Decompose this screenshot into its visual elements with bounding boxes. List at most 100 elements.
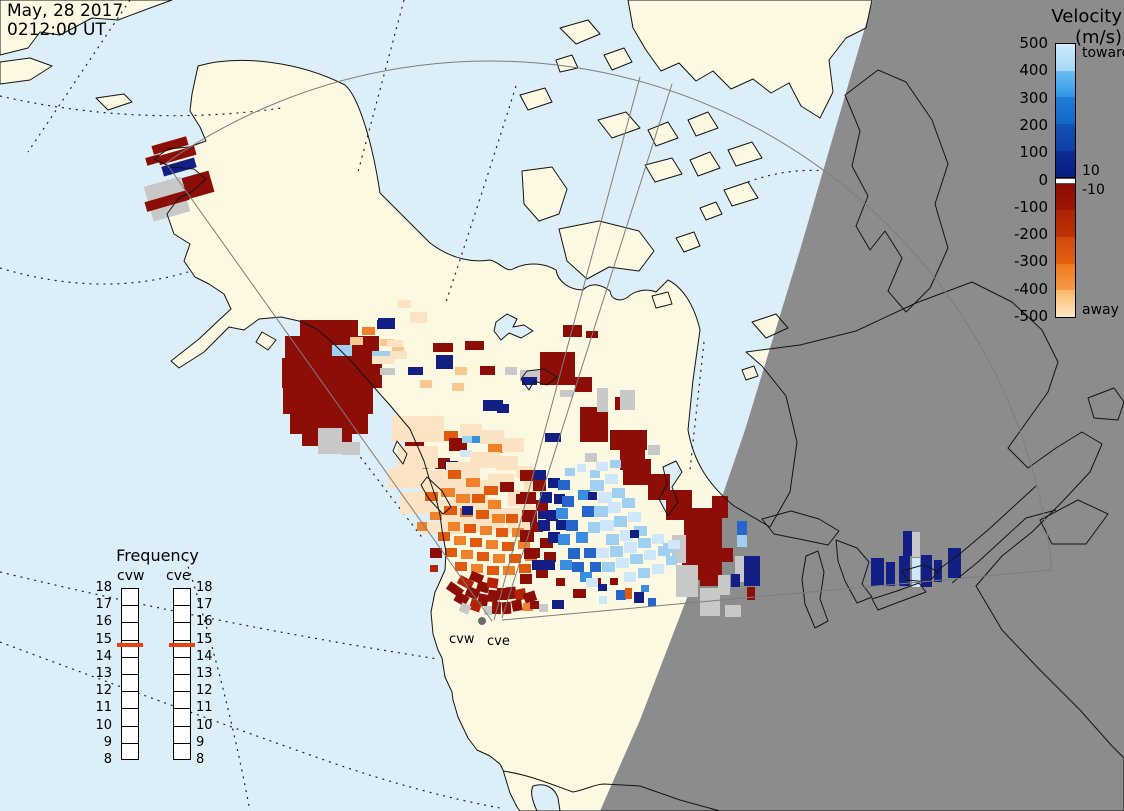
frequency-scale-label: 13 [95,666,112,681]
velocity-cell [387,340,403,347]
velocity-cell [548,478,560,488]
velocity-cell [496,528,508,537]
velocity-cell [590,470,600,478]
velocity-cell [737,521,747,535]
velocity-cell [554,494,565,504]
velocity-cell [560,560,572,570]
velocity-cell [522,377,537,385]
velocity-cell [430,512,442,520]
frequency-bar-cvw [121,588,139,760]
velocity-cell [425,492,438,501]
velocity-cell [519,564,531,573]
velocity-cell [602,562,615,572]
title-date: May, 28 2017 [7,1,124,21]
velocity-color-segment [1056,263,1075,292]
velocity-cell [590,562,601,572]
velocity-cell [720,548,733,562]
velocity-cell [462,506,473,515]
velocity-cell [465,341,484,350]
velocity-cell [578,490,590,500]
velocity-cell [505,586,517,600]
frequency-tick-line [174,691,190,693]
velocity-cell [524,548,537,559]
velocity-cell [666,556,677,565]
velocity-cell [598,492,612,503]
velocity-cell [417,522,427,531]
frequency-tick-line [174,656,190,658]
velocity-cell [151,136,189,155]
velocity-cell [612,488,625,498]
velocity-cell [540,492,552,503]
velocity-cell [594,506,608,517]
frequency-tick-line [122,639,138,641]
velocity-cell [912,532,920,557]
velocity-cell [622,498,635,508]
velocity-tick-label: 100 [1019,143,1048,162]
frequency-tick-line [174,622,190,624]
velocity-cell [597,388,608,412]
velocity-tick-label: -500 [1013,307,1048,325]
velocity-cell [480,526,492,535]
velocity-cell [596,548,609,558]
velocity-tick-label: 500 [1019,34,1048,52]
frequency-scale-label: 11 [196,700,213,716]
frequency-scale-label: 10 [95,717,112,733]
velocity-cell [532,560,544,570]
velocity-cell [300,320,358,338]
velocity-cell [520,574,532,584]
velocity-cell [318,428,342,454]
velocity-cell [497,588,507,600]
frequency-scale-label: 15 [95,631,112,647]
velocity-cell [737,535,747,547]
velocity-cell [480,430,504,444]
velocity-cell [563,325,582,337]
velocity-tick-label: -300 [1013,252,1048,271]
velocity-cell [392,416,444,442]
velocity-cell [620,390,635,410]
velocity-cell [438,532,450,541]
velocity-cell [586,578,598,587]
frequency-scale-label: 9 [196,734,205,750]
velocity-cell [430,548,442,558]
velocity-cell [522,590,538,604]
velocity-cell [487,566,499,575]
velocity-cell [502,438,524,452]
velocity-cell [548,532,560,543]
velocity-cell [488,500,501,509]
velocity-tick-label: 0 [1038,170,1048,189]
velocity-color-segment [1056,150,1075,179]
radar-site-marker [478,617,486,625]
velocity-cell [435,458,450,469]
velocity-cell [573,589,586,598]
frequency-scale-label: 16 [95,614,112,630]
velocity-cell [342,442,360,455]
velocity-cell [390,351,407,359]
velocity-cell [565,468,575,476]
velocity-color-segment [1056,97,1075,126]
velocity-cell [472,494,485,503]
velocity-cell [624,542,637,553]
frequency-tick-line [122,605,138,607]
velocity-cell [453,591,470,607]
frequency-scale-label: 13 [196,666,213,681]
velocity-cell [634,592,644,603]
velocity-cell [388,468,422,488]
velocity-cell [491,601,502,615]
velocity-cell [899,556,910,586]
frequency-scale-label: 17 [95,597,112,613]
velocity-cell [585,453,597,462]
velocity-cell [448,522,460,531]
freq-col-label-cvw: cvw [117,568,145,584]
velocity-cell [488,444,503,453]
velocity-cell [460,450,472,457]
frequency-tick-line [174,708,190,710]
frequency-scale-label: 11 [95,700,112,716]
velocity-cell [372,351,390,358]
frequency-scale-label: 18 [196,580,213,595]
velocity-cell [540,538,553,548]
velocity-cell [630,554,643,564]
velocity-cell [466,478,480,487]
velocity-cell [486,577,499,589]
velocity-cell [623,459,651,485]
velocity-cell [493,554,505,563]
